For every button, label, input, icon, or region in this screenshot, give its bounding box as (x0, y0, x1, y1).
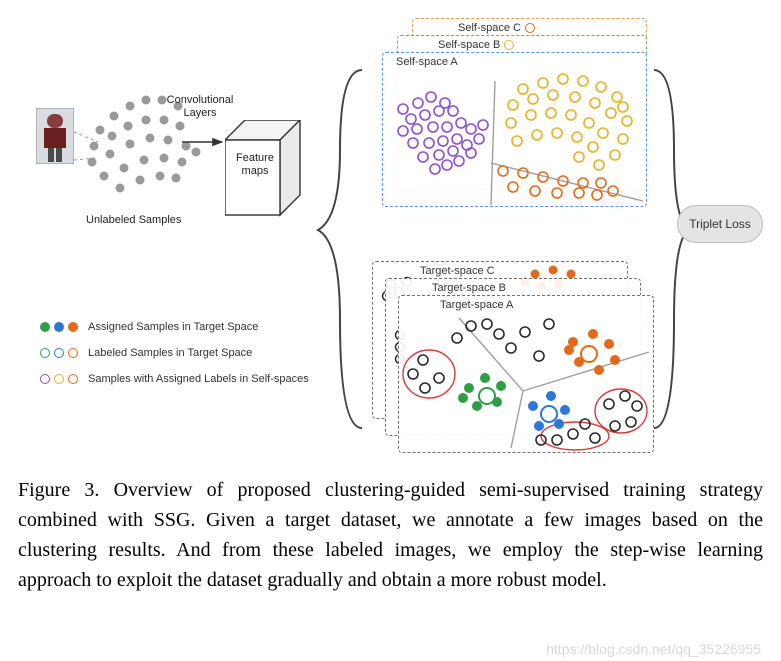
brace-right-icon (650, 30, 690, 450)
self-c-label: Self-space C (458, 22, 535, 34)
legend: Assigned Samples in Target Space Labeled… (40, 314, 309, 392)
figure-caption: Figure 3. Overview of proposed clusterin… (18, 475, 763, 595)
self-space-a-panel (382, 52, 647, 207)
target-b-label: Target-space B (432, 282, 506, 294)
legend-row: Labeled Samples in Target Space (40, 340, 309, 366)
legend-text: Samples with Assigned Labels in Self-spa… (88, 373, 309, 385)
figure-diagram: Unlabeled Samples Convolutional Layers F… (0, 0, 781, 465)
legend-text: Assigned Samples in Target Space (88, 321, 258, 333)
legend-row: Assigned Samples in Target Space (40, 314, 309, 340)
feature-maps-label: Feature maps (233, 152, 277, 177)
unlabeled-label: Unlabeled Samples (86, 214, 181, 227)
conv-label: Convolutional Layers (160, 94, 240, 119)
legend-text: Labeled Samples in Target Space (88, 347, 252, 359)
target-a-label: Target-space A (440, 299, 513, 311)
self-a-label: Self-space A (396, 56, 458, 68)
target-c-label: Target-space C (420, 265, 495, 277)
self-b-label: Self-space B (438, 39, 514, 51)
target-space-a-panel (398, 295, 654, 453)
brace-left-icon (300, 30, 380, 450)
legend-row: Samples with Assigned Labels in Self-spa… (40, 366, 309, 392)
triplet-loss-node: Triplet Loss (677, 205, 763, 243)
watermark: https://blog.csdn.net/qq_35226955 (546, 641, 761, 657)
